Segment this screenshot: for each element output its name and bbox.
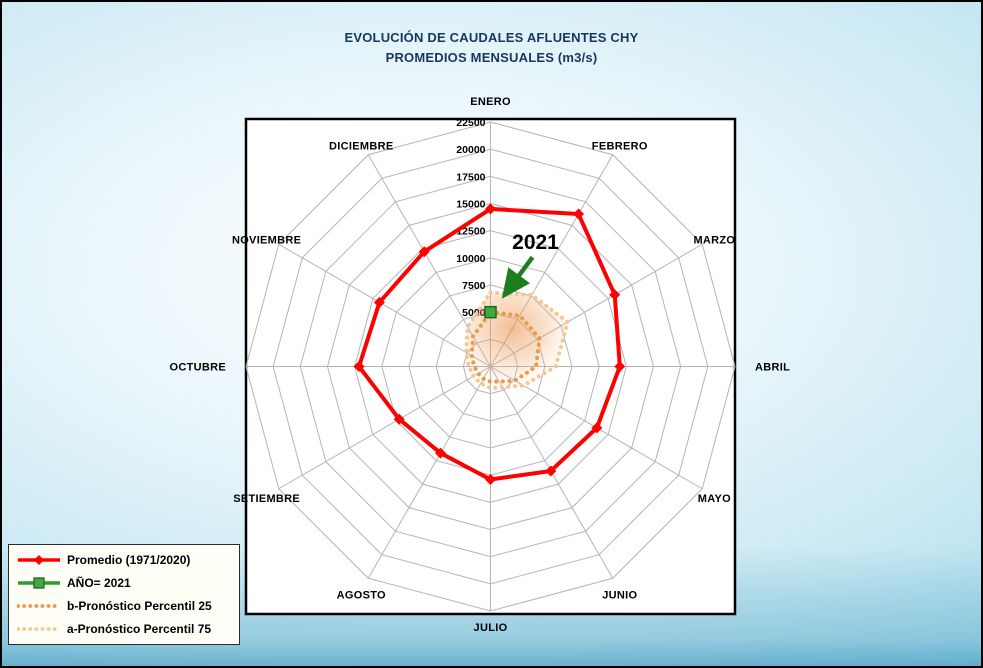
legend-label: AÑO= 2021 <box>67 576 131 590</box>
month-label-noviembre: NOVIEMBRE <box>232 234 301 246</box>
month-label-mayo: MAYO <box>698 493 731 505</box>
chart-title-line2: PROMEDIOS MENSUALES (m3/s) <box>385 50 598 65</box>
month-label-julio: JULIO <box>474 622 508 634</box>
legend-item: AÑO= 2021 <box>17 575 231 591</box>
series-percentil-75 <box>464 290 570 391</box>
legend-item: a-Pronóstico Percentil 75 <box>17 621 231 637</box>
month-label-enero: ENERO <box>470 96 511 108</box>
radial-tick-label: 10000 <box>456 253 485 265</box>
promedio-marker <box>609 289 621 301</box>
promedio-marker <box>485 203 496 215</box>
promedio-marker <box>545 465 557 477</box>
promedio-marker <box>591 422 603 434</box>
radial-tick-label: 22500 <box>456 117 485 129</box>
chart-title-line1: EVOLUCIÓN DE CAUDALES AFLUENTES CHY <box>344 30 639 45</box>
annotation-arrow <box>501 255 535 299</box>
month-label-octubre: OCTUBRE <box>170 362 227 374</box>
legend-item: Promedio (1971/2020) <box>17 552 231 568</box>
month-label-abril: ABRIL <box>755 362 790 374</box>
radial-tick-label: 7500 <box>462 280 486 292</box>
chart-title: EVOLUCIÓN DE CAUDALES AFLUENTES CHY PROM… <box>2 28 981 68</box>
radial-tick-label: 15000 <box>456 199 485 211</box>
legend-label: b-Pronóstico Percentil 25 <box>67 599 212 613</box>
promedio-marker <box>418 246 430 258</box>
legend-label: a-Pronóstico Percentil 75 <box>67 622 212 636</box>
legend: Promedio (1971/2020) AÑO= 2021 b-Pronóstic… <box>8 544 240 645</box>
grid-spoke <box>367 366 491 579</box>
radial-tick-label: 20000 <box>456 144 485 156</box>
month-label-marzo: MARZO <box>693 234 735 246</box>
series-percentil-25 <box>469 310 542 384</box>
annotation-2021: 2021 <box>512 231 559 254</box>
legend-label: Promedio (1971/2020) <box>67 553 191 567</box>
legend-diamond-icon <box>34 555 44 565</box>
promedio-marker <box>353 361 365 372</box>
month-label-setiembre: SETIEMBRE <box>233 493 300 505</box>
legend-swatch <box>18 555 60 565</box>
month-label-agosto: AGOSTO <box>337 589 386 601</box>
promedio-marker <box>435 447 447 459</box>
ano-2021-marker <box>484 305 497 319</box>
promedio-marker <box>393 413 405 425</box>
month-label-febrero: FEBRERO <box>592 141 648 153</box>
grid-spoke <box>278 366 491 490</box>
promedio-marker <box>373 296 385 308</box>
promedio-marker <box>614 361 626 372</box>
legend-swatch <box>17 627 61 631</box>
grid-spoke <box>278 243 491 367</box>
radial-tick-label: 12500 <box>456 226 485 238</box>
promedio-marker <box>485 474 496 486</box>
legend-swatch <box>18 577 60 589</box>
promedio-marker <box>573 208 585 220</box>
month-label-junio: JUNIO <box>602 589 637 601</box>
legend-item: b-Pronóstico Percentil 25 <box>17 598 231 614</box>
legend-square-icon <box>33 577 45 589</box>
month-label-diciembre: DICIEMBRE <box>329 141 393 153</box>
legend-swatch <box>17 604 61 608</box>
radial-tick-label: 17500 <box>456 171 485 183</box>
